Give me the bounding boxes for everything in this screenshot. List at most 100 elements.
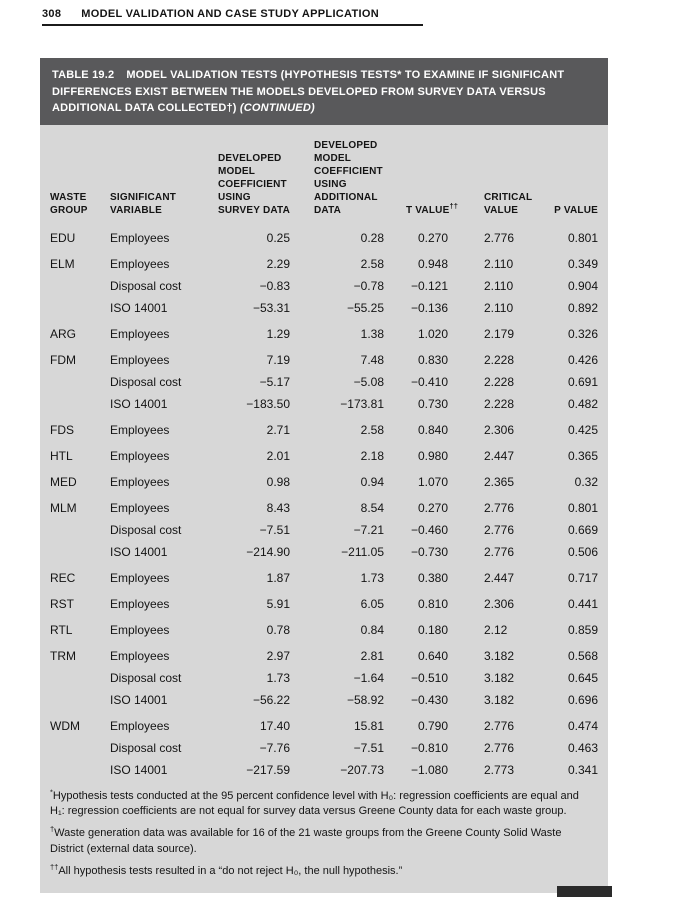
cell-coefficient-survey-data: −214.90	[246, 544, 290, 559]
table-row: RST Employees 5.91 6.05 0.810 2.306 0.441	[50, 589, 598, 615]
cell-significant-variable: Employees	[110, 326, 170, 341]
table-body: EDU Employees 0.25 0.28 0.270 2.776 0.801 ELM Em…	[50, 227, 598, 781]
table-row: WDM Employees 17.40 15.81 0.790 2.776 0.474	[50, 711, 598, 737]
cell-coefficient-survey-data: −56.22	[252, 692, 290, 707]
cell-t-value: −0.510	[410, 670, 448, 685]
cell-t-value: 0.980	[417, 448, 448, 463]
cell-critical-value: 2.228	[484, 396, 515, 411]
cell-significant-variable: Employees	[110, 718, 170, 733]
table-title-text: MODEL VALIDATION TESTS (HYPOTHESIS TESTS…	[52, 69, 565, 114]
cell-waste-group	[50, 759, 110, 781]
cell-t-value: −0.460	[410, 522, 448, 537]
cell-significant-variable: Employees	[110, 256, 170, 271]
cell-significant-variable: Disposal cost	[110, 374, 182, 389]
cell-t-value: 0.948	[417, 256, 448, 271]
cell-coefficient-survey-data: 2.29	[266, 256, 290, 271]
table-footnotes: *Hypothesis tests conducted at the 95 pe…	[40, 781, 608, 894]
cell-waste-group	[50, 297, 110, 319]
cell-coefficient-survey-data: −7.76	[259, 740, 290, 755]
cell-waste-group: EDU	[50, 230, 76, 245]
cell-coefficient-survey-data: 1.29	[266, 326, 290, 341]
table-header-row: WASTE GROUP SIGNIFICANT VARIABLE DEVELOPED MO…	[50, 125, 598, 227]
cell-coefficient-additional-data: 0.28	[360, 230, 384, 245]
cell-t-value: −0.121	[410, 278, 448, 293]
cell-p-value: 0.801	[567, 500, 598, 515]
cell-t-value: 0.730	[417, 396, 448, 411]
cell-p-value: 0.696	[567, 692, 598, 707]
cell-coefficient-survey-data: 2.97	[266, 648, 290, 663]
table-row: ISO 14001 −53.31 −55.25 −0.136 2.110 0.892	[50, 297, 598, 319]
cell-coefficient-survey-data: 1.87	[266, 570, 290, 585]
col-header-coefficient-survey-data: DEVELOPED MODEL COEFFICIENT USING SURVEY DAT…	[218, 152, 291, 216]
cell-waste-group	[50, 541, 110, 563]
cell-coefficient-survey-data: 5.91	[266, 596, 290, 611]
table-19-2-block: TABLE 19.2 MODEL VALIDATION TESTS (HYPOTH…	[40, 58, 608, 894]
cell-p-value: 0.904	[567, 278, 598, 293]
table-row: Disposal cost −0.83 −0.78 −0.121 2.110 0.904	[50, 275, 598, 297]
cell-coefficient-survey-data: −7.51	[259, 522, 290, 537]
cell-critical-value: 3.182	[484, 692, 515, 707]
cell-coefficient-additional-data: 1.38	[360, 326, 384, 341]
cell-significant-variable: Employees	[110, 570, 170, 585]
cell-coefficient-additional-data: 8.54	[360, 500, 384, 515]
cell-t-value: −0.136	[410, 300, 448, 315]
cell-critical-value: 2.179	[484, 326, 515, 341]
cell-critical-value: 2.776	[484, 544, 515, 559]
cell-waste-group: MLM	[50, 500, 77, 515]
cell-waste-group: WDM	[50, 718, 80, 733]
cell-coefficient-additional-data: 7.48	[360, 352, 384, 367]
cell-waste-group: RTL	[50, 622, 73, 637]
cell-coefficient-survey-data: −217.59	[246, 762, 290, 777]
cell-t-value: −0.730	[410, 544, 448, 559]
cell-significant-variable: ISO 14001	[110, 762, 168, 777]
cell-significant-variable: Employees	[110, 596, 170, 611]
cell-coefficient-survey-data: 0.78	[266, 622, 290, 637]
cell-p-value: 0.474	[567, 718, 598, 733]
cell-significant-variable: Employees	[110, 500, 170, 515]
cell-waste-group	[50, 737, 110, 759]
cell-critical-value: 2.773	[484, 762, 515, 777]
table-row: Disposal cost 1.73 −1.64 −0.510 3.182 0.645	[50, 667, 598, 689]
cell-coefficient-additional-data: −7.51	[353, 740, 384, 755]
cell-coefficient-additional-data: −5.08	[353, 374, 384, 389]
cell-significant-variable: Employees	[110, 422, 170, 437]
cell-coefficient-additional-data: 2.81	[360, 648, 384, 663]
cell-critical-value: 2.776	[484, 718, 515, 733]
table-row: Disposal cost −7.76 −7.51 −0.810 2.776 0.463	[50, 737, 598, 759]
table-row: ISO 14001 −56.22 −58.92 −0.430 3.182 0.696	[50, 689, 598, 711]
cell-significant-variable: Disposal cost	[110, 278, 182, 293]
cell-waste-group	[50, 689, 110, 711]
cell-waste-group: RST	[50, 596, 74, 611]
cell-p-value: 0.717	[567, 570, 598, 585]
cell-critical-value: 2.306	[484, 422, 515, 437]
cell-critical-value: 2.776	[484, 740, 515, 755]
cell-p-value: 0.341	[567, 762, 598, 777]
cell-significant-variable: ISO 14001	[110, 396, 168, 411]
cell-t-value: −0.410	[410, 374, 448, 389]
cell-p-value: 0.801	[567, 230, 598, 245]
cell-waste-group: MED	[50, 474, 77, 489]
footnote: *Hypothesis tests conducted at the 95 pe…	[50, 786, 579, 817]
cell-critical-value: 2.447	[484, 570, 515, 585]
cell-coefficient-survey-data: 8.43	[266, 500, 290, 515]
cell-significant-variable: Disposal cost	[110, 740, 182, 755]
cell-t-value: 1.070	[417, 474, 448, 489]
header-row: WASTE GROUP SIGNIFICANT VARIABLE DEVELOPED MO…	[50, 125, 598, 227]
cell-coefficient-additional-data: 2.58	[360, 256, 384, 271]
table-row: REC Employees 1.87 1.73 0.380 2.447 0.717	[50, 563, 598, 589]
footnote: †Waste generation data was available for…	[50, 824, 562, 855]
footnote-marker: ††	[50, 862, 59, 872]
cell-critical-value: 2.110	[484, 278, 514, 293]
cell-t-value: −1.080	[410, 762, 448, 777]
cell-p-value: 0.892	[567, 300, 598, 315]
cell-significant-variable: ISO 14001	[110, 692, 168, 707]
cell-critical-value: 2.110	[484, 256, 514, 271]
cell-p-value: 0.425	[567, 422, 598, 437]
cell-coefficient-additional-data: 2.58	[360, 422, 384, 437]
cell-waste-group: FDM	[50, 352, 76, 367]
cell-critical-value: 2.776	[484, 500, 515, 515]
cell-significant-variable: Disposal cost	[110, 670, 182, 685]
cell-coefficient-additional-data: −55.25	[346, 300, 384, 315]
footnote-marker: ††	[449, 201, 459, 211]
